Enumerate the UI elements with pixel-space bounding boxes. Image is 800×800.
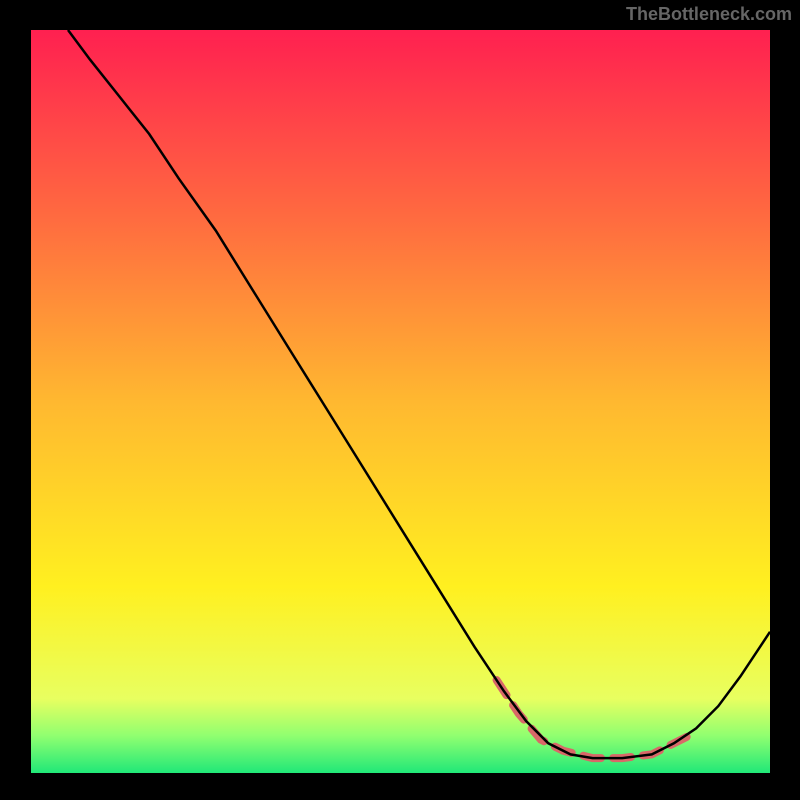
curve-svg [31,30,770,773]
watermark-text: TheBottleneck.com [626,4,792,25]
main-curve-path [68,30,770,758]
chart-plot-area [31,30,770,773]
